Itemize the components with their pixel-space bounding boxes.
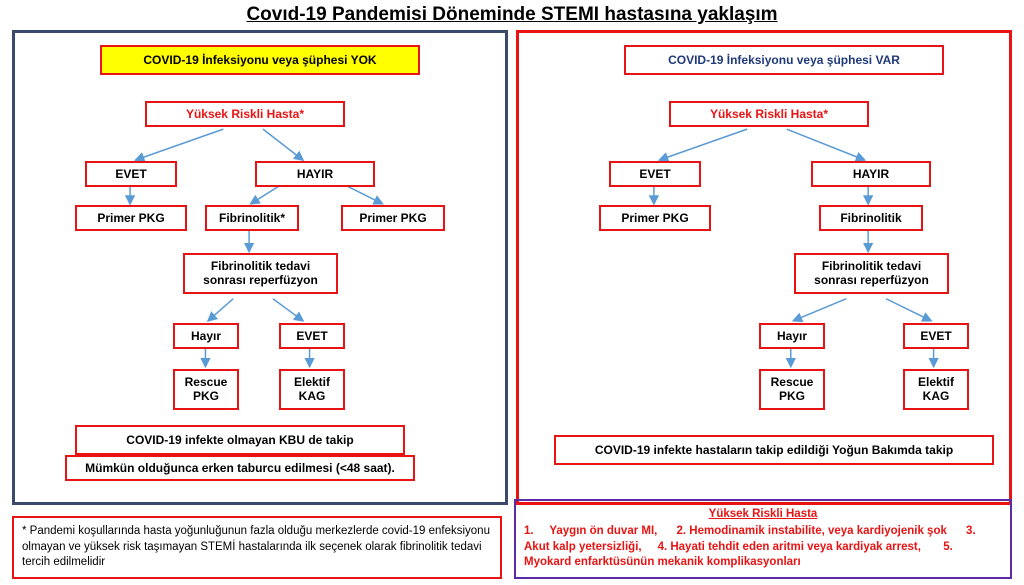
evet2-left: EVET (279, 323, 345, 349)
footnote-right-header: Yüksek Riskli Hasta (524, 507, 1002, 523)
footnote-left: * Pandemi koşullarında hasta yoğunluğunu… (12, 516, 502, 579)
hayir-left: HAYIR (255, 161, 375, 187)
primer-left-r: Primer PKG (341, 205, 445, 231)
reperf-right: Fibrinolitik tedavi sonrası reperfüzyon (794, 253, 949, 294)
panels-container: COVID-19 İnfeksiyonu veya şüphesi YOK Yü… (0, 30, 1024, 505)
rescue-left: Rescue PKG (173, 369, 239, 410)
reperf-left: Fibrinolitik tedavi sonrası reperfüzyon (183, 253, 338, 294)
header-no-covid: COVID-19 İnfeksiyonu veya şüphesi YOK (100, 45, 420, 75)
page-title: Covıd-19 Pandemisi Döneminde STEMI hasta… (0, 0, 1024, 30)
header-covid: COVID-19 İnfeksiyonu veya şüphesi VAR (624, 45, 944, 75)
hayir2-left: Hayır (173, 323, 239, 349)
panel-no-covid: COVID-19 İnfeksiyonu veya şüphesi YOK Yü… (12, 30, 508, 505)
hayir2-right: Hayır (759, 323, 825, 349)
kbu-left: COVID-19 infekte olmayan KBU de takip (75, 425, 405, 455)
hayir-right: HAYIR (811, 161, 931, 187)
panel-covid: COVID-19 İnfeksiyonu veya şüphesi VAR Yü… (516, 30, 1012, 505)
footnote-right-items: 1. Yaygın ön duvar MI, 2. Hemodinamik in… (524, 524, 1002, 571)
primer-right: Primer PKG (599, 205, 711, 231)
elektif-right: Elektif KAG (903, 369, 969, 410)
footnote-right: Yüksek Riskli Hasta 1. Yaygın ön duvar M… (514, 499, 1012, 579)
primer-left: Primer PKG (75, 205, 187, 231)
rescue-right: Rescue PKG (759, 369, 825, 410)
evet-right: EVET (609, 161, 701, 187)
fibrinolitik-left: Fibrinolitik* (205, 205, 299, 231)
elektif-left: Elektif KAG (279, 369, 345, 410)
discharge-left: Mümkün olduğunca erken taburcu edilmesi … (65, 455, 415, 481)
highrisk-left: Yüksek Riskli Hasta* (145, 101, 345, 127)
icu-right: COVID-19 infekte hastaların takip edildi… (554, 435, 994, 465)
evet-left: EVET (85, 161, 177, 187)
highrisk-right: Yüksek Riskli Hasta* (669, 101, 869, 127)
evet2-right: EVET (903, 323, 969, 349)
fibrinolitik-right: Fibrinolitik (819, 205, 923, 231)
